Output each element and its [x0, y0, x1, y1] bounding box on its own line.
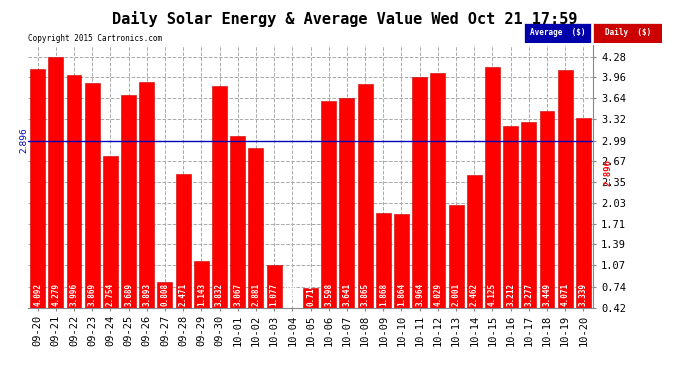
Bar — [157, 282, 172, 335]
Text: 3.449: 3.449 — [542, 283, 551, 306]
Bar — [485, 67, 500, 335]
Bar — [303, 288, 318, 335]
Bar — [139, 82, 155, 335]
Bar — [339, 98, 355, 335]
Text: 4.125: 4.125 — [488, 283, 497, 306]
Bar — [212, 86, 227, 335]
Bar — [503, 126, 518, 335]
Text: 3.641: 3.641 — [342, 283, 351, 306]
Text: 4.071: 4.071 — [561, 283, 570, 306]
Text: 2.754: 2.754 — [106, 283, 115, 306]
Text: 2.896: 2.896 — [19, 128, 28, 153]
Bar — [30, 69, 45, 335]
FancyBboxPatch shape — [593, 22, 662, 43]
Text: 3.869: 3.869 — [88, 283, 97, 306]
Text: 1.143: 1.143 — [197, 283, 206, 306]
Bar — [576, 118, 591, 335]
Text: 3.277: 3.277 — [524, 283, 533, 306]
Text: 0.714: 0.714 — [306, 283, 315, 306]
Bar — [322, 101, 336, 335]
Bar — [48, 57, 63, 335]
Text: 3.964: 3.964 — [415, 283, 424, 306]
Text: 1.868: 1.868 — [379, 283, 388, 306]
Text: 0.000: 0.000 — [288, 283, 297, 306]
Bar — [230, 135, 245, 335]
Bar — [522, 122, 536, 335]
Text: 3.996: 3.996 — [70, 283, 79, 306]
Text: 3.865: 3.865 — [361, 283, 370, 306]
FancyBboxPatch shape — [524, 22, 591, 43]
Bar — [431, 73, 445, 335]
Bar — [448, 205, 464, 335]
Text: 2.471: 2.471 — [179, 283, 188, 306]
Text: Average  ($): Average ($) — [530, 28, 585, 38]
Text: 3.832: 3.832 — [215, 283, 224, 306]
Text: 4.092: 4.092 — [33, 283, 42, 306]
Bar — [266, 265, 282, 335]
Text: 2.462: 2.462 — [470, 283, 479, 306]
Bar — [357, 84, 373, 335]
Text: 3.689: 3.689 — [124, 283, 133, 306]
Text: 2.896: 2.896 — [604, 159, 613, 186]
Bar — [176, 174, 190, 335]
Text: 1.864: 1.864 — [397, 283, 406, 306]
Bar — [66, 75, 81, 335]
Bar — [412, 77, 427, 335]
Text: 1.077: 1.077 — [270, 283, 279, 306]
Bar — [248, 148, 264, 335]
Bar — [103, 156, 118, 335]
Text: Daily Solar Energy & Average Value Wed Oct 21 17:59: Daily Solar Energy & Average Value Wed O… — [112, 11, 578, 27]
Bar — [540, 111, 555, 335]
Text: 3.067: 3.067 — [233, 283, 242, 306]
Text: Copyright 2015 Cartronics.com: Copyright 2015 Cartronics.com — [28, 34, 161, 43]
Bar — [394, 214, 409, 335]
Text: 3.212: 3.212 — [506, 283, 515, 306]
Text: Daily  ($): Daily ($) — [604, 28, 651, 38]
Text: 3.893: 3.893 — [142, 283, 151, 306]
Bar — [558, 70, 573, 335]
Text: 2.881: 2.881 — [251, 283, 260, 306]
Bar — [376, 213, 391, 335]
Text: 4.029: 4.029 — [433, 283, 442, 306]
Bar — [85, 83, 99, 335]
Bar — [466, 175, 482, 335]
Bar — [121, 95, 136, 335]
Text: 3.339: 3.339 — [579, 283, 588, 306]
Text: 0.808: 0.808 — [161, 283, 170, 306]
Text: 3.598: 3.598 — [324, 283, 333, 306]
Text: 2.001: 2.001 — [451, 283, 460, 306]
Bar — [194, 261, 209, 335]
Text: 4.279: 4.279 — [51, 283, 60, 306]
